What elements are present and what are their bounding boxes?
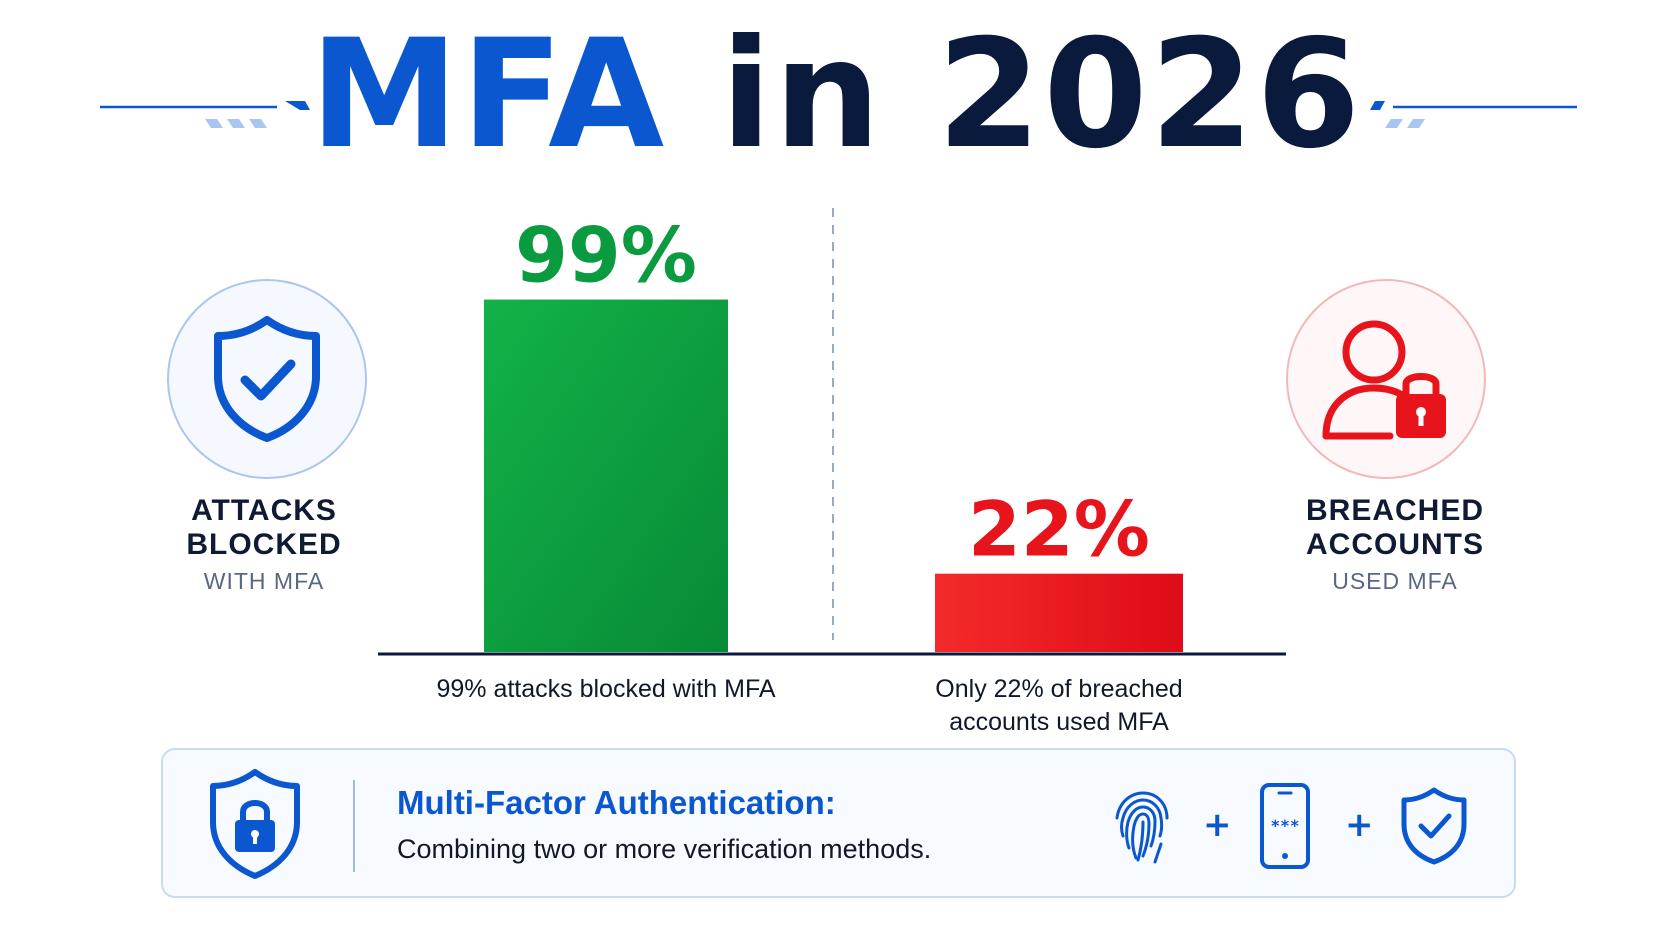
mfa-info-box: Multi-Factor Authentication: Combining t… bbox=[161, 748, 1516, 898]
user-lock-icon bbox=[1322, 320, 1446, 440]
info-divider bbox=[353, 780, 355, 872]
attacks-blocked-badge bbox=[167, 279, 367, 479]
bar-1 bbox=[484, 299, 728, 652]
data-label-1: 99% bbox=[515, 211, 697, 300]
breached-accounts-badge bbox=[1286, 279, 1486, 479]
page-title: MFA in 2026 bbox=[0, 20, 1672, 170]
title-year: in 2026 bbox=[666, 8, 1363, 182]
info-subtitle: Combining two or more verification metho… bbox=[397, 834, 932, 864]
title-deco-left bbox=[100, 101, 310, 128]
info-title: Multi-Factor Authentication: bbox=[397, 784, 836, 821]
attacks-label-line2: BLOCKED bbox=[186, 528, 342, 561]
attacks-label-line1: ATTACKS bbox=[191, 494, 337, 527]
plus-sign-2: + bbox=[1345, 805, 1374, 845]
title-deco-right bbox=[1370, 101, 1577, 128]
phone-code-text: *** bbox=[1271, 816, 1300, 835]
breached-label-line1: BREACHED bbox=[1305, 494, 1484, 527]
shield-check-icon bbox=[1401, 787, 1467, 865]
breached-label-line2: ACCOUNTS bbox=[1306, 528, 1484, 561]
phone-code-icon: *** bbox=[1260, 783, 1310, 869]
breached-accounts-label: BREACHED ACCOUNTS USED MFA bbox=[1265, 494, 1525, 595]
breached-sublabel: USED MFA bbox=[1332, 568, 1458, 594]
category-label-2: Only 22% of breached accounts used MFA bbox=[935, 675, 1182, 736]
bar-2 bbox=[935, 573, 1183, 652]
category-label-1: 99% attacks blocked with MFA bbox=[436, 675, 775, 703]
data-label-2: 22% bbox=[968, 485, 1150, 574]
shield-check-icon bbox=[214, 316, 320, 442]
attacks-blocked-label: ATTACKS BLOCKED WITH MFA bbox=[134, 494, 394, 595]
shield-lock-icon bbox=[210, 769, 300, 879]
plus-sign-1: + bbox=[1203, 805, 1232, 845]
fingerprint-icon bbox=[1115, 791, 1169, 864]
attacks-sublabel: WITH MFA bbox=[203, 568, 325, 594]
title-mfa: MFA bbox=[309, 8, 667, 182]
